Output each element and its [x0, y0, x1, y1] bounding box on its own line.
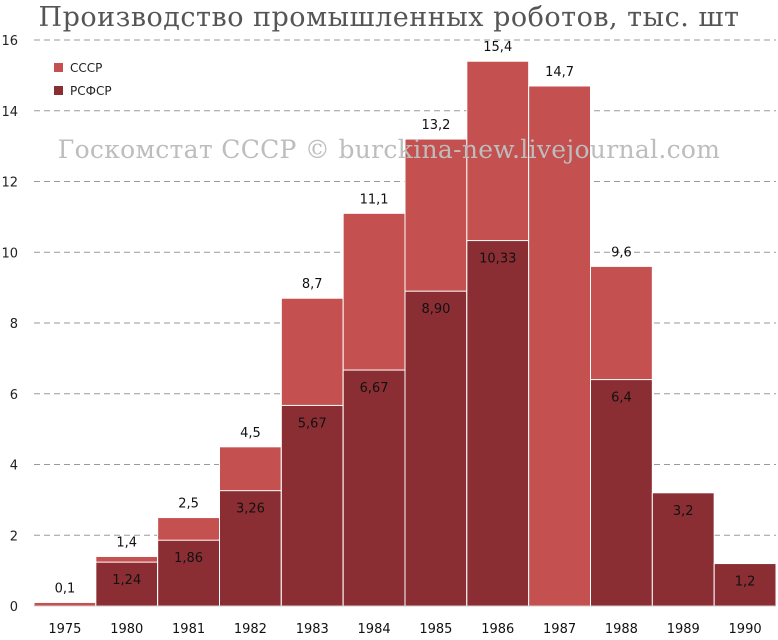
data-label-rsfsr: 5,67 [298, 416, 327, 431]
y-tick-label: 16 [1, 34, 18, 49]
x-tick-label: 1983 [296, 622, 329, 637]
data-label-rsfsr: 6,4 [611, 391, 632, 406]
data-label-ussr: 8,7 [302, 277, 323, 292]
x-tick-label: 1984 [358, 622, 391, 637]
x-tick-label: 1990 [729, 622, 762, 637]
x-tick-label: 1988 [605, 622, 638, 637]
data-label-rsfsr: 1,24 [112, 573, 141, 588]
x-tick-label: 1989 [667, 622, 700, 637]
data-label-ussr: 9,6 [611, 245, 632, 260]
data-label-rsfsr: 8,90 [421, 302, 450, 317]
bar-ussr [528, 85, 592, 607]
bar-rsfsr [280, 404, 344, 607]
data-label-ussr: 13,2 [421, 118, 450, 133]
x-tick-label: 1986 [481, 622, 514, 637]
x-tick-label: 1980 [110, 622, 143, 637]
data-label-ussr: 4,5 [240, 426, 261, 441]
bar-rsfsr [342, 369, 406, 607]
data-label-rsfsr: 1,2 [735, 575, 756, 590]
x-tick-label: 1985 [419, 622, 452, 637]
data-label-rsfsr: 3,26 [236, 502, 265, 517]
bar-ussr [33, 601, 97, 607]
y-tick-label: 2 [10, 529, 18, 544]
data-label-ussr: 15,4 [483, 40, 512, 55]
y-tick-label: 14 [1, 105, 18, 120]
x-tick-label: 1982 [234, 622, 267, 637]
bar-rsfsr [157, 539, 221, 607]
legend: СССР РСФСР [54, 56, 112, 102]
data-label-rsfsr: 1,86 [174, 551, 203, 566]
y-tick-label: 4 [10, 459, 18, 474]
data-label-rsfsr: 10,33 [479, 252, 516, 267]
legend-item-ussr: СССР [54, 56, 112, 79]
data-label-rsfsr: 3,2 [673, 504, 694, 519]
chart-title: Производство промышленных роботов, тыс. … [38, 2, 740, 33]
bar-rsfsr [404, 290, 468, 607]
y-tick-label: 10 [1, 246, 18, 261]
y-tick-label: 0 [10, 600, 18, 615]
data-label-rsfsr: 6,67 [360, 381, 389, 396]
bar-rsfsr [95, 561, 159, 607]
data-label-ussr: 1,4 [116, 535, 137, 550]
bar-rsfsr [466, 240, 530, 607]
bar-rsfsr [651, 492, 715, 607]
data-label-ussr: 2,5 [178, 497, 199, 512]
legend-swatch-ussr [54, 63, 63, 72]
y-tick-label: 8 [10, 317, 18, 332]
legend-swatch-rsfsr [54, 86, 63, 95]
data-label-ussr: 11,1 [360, 192, 389, 207]
y-tick-label: 6 [10, 388, 18, 403]
data-label-ussr: 0,1 [55, 581, 76, 596]
legend-item-rsfsr: РСФСР [54, 79, 112, 102]
data-label-ussr: 14,7 [545, 65, 574, 80]
x-tick-label: 1981 [172, 622, 205, 637]
legend-label-ussr: СССР [70, 60, 103, 75]
x-tick-label: 1987 [543, 622, 576, 637]
y-tick-label: 12 [1, 176, 18, 191]
x-tick-label: 1975 [48, 622, 81, 637]
bar-rsfsr [219, 490, 282, 607]
legend-label-rsfsr: РСФСР [70, 83, 112, 98]
bar-rsfsr [590, 379, 653, 607]
